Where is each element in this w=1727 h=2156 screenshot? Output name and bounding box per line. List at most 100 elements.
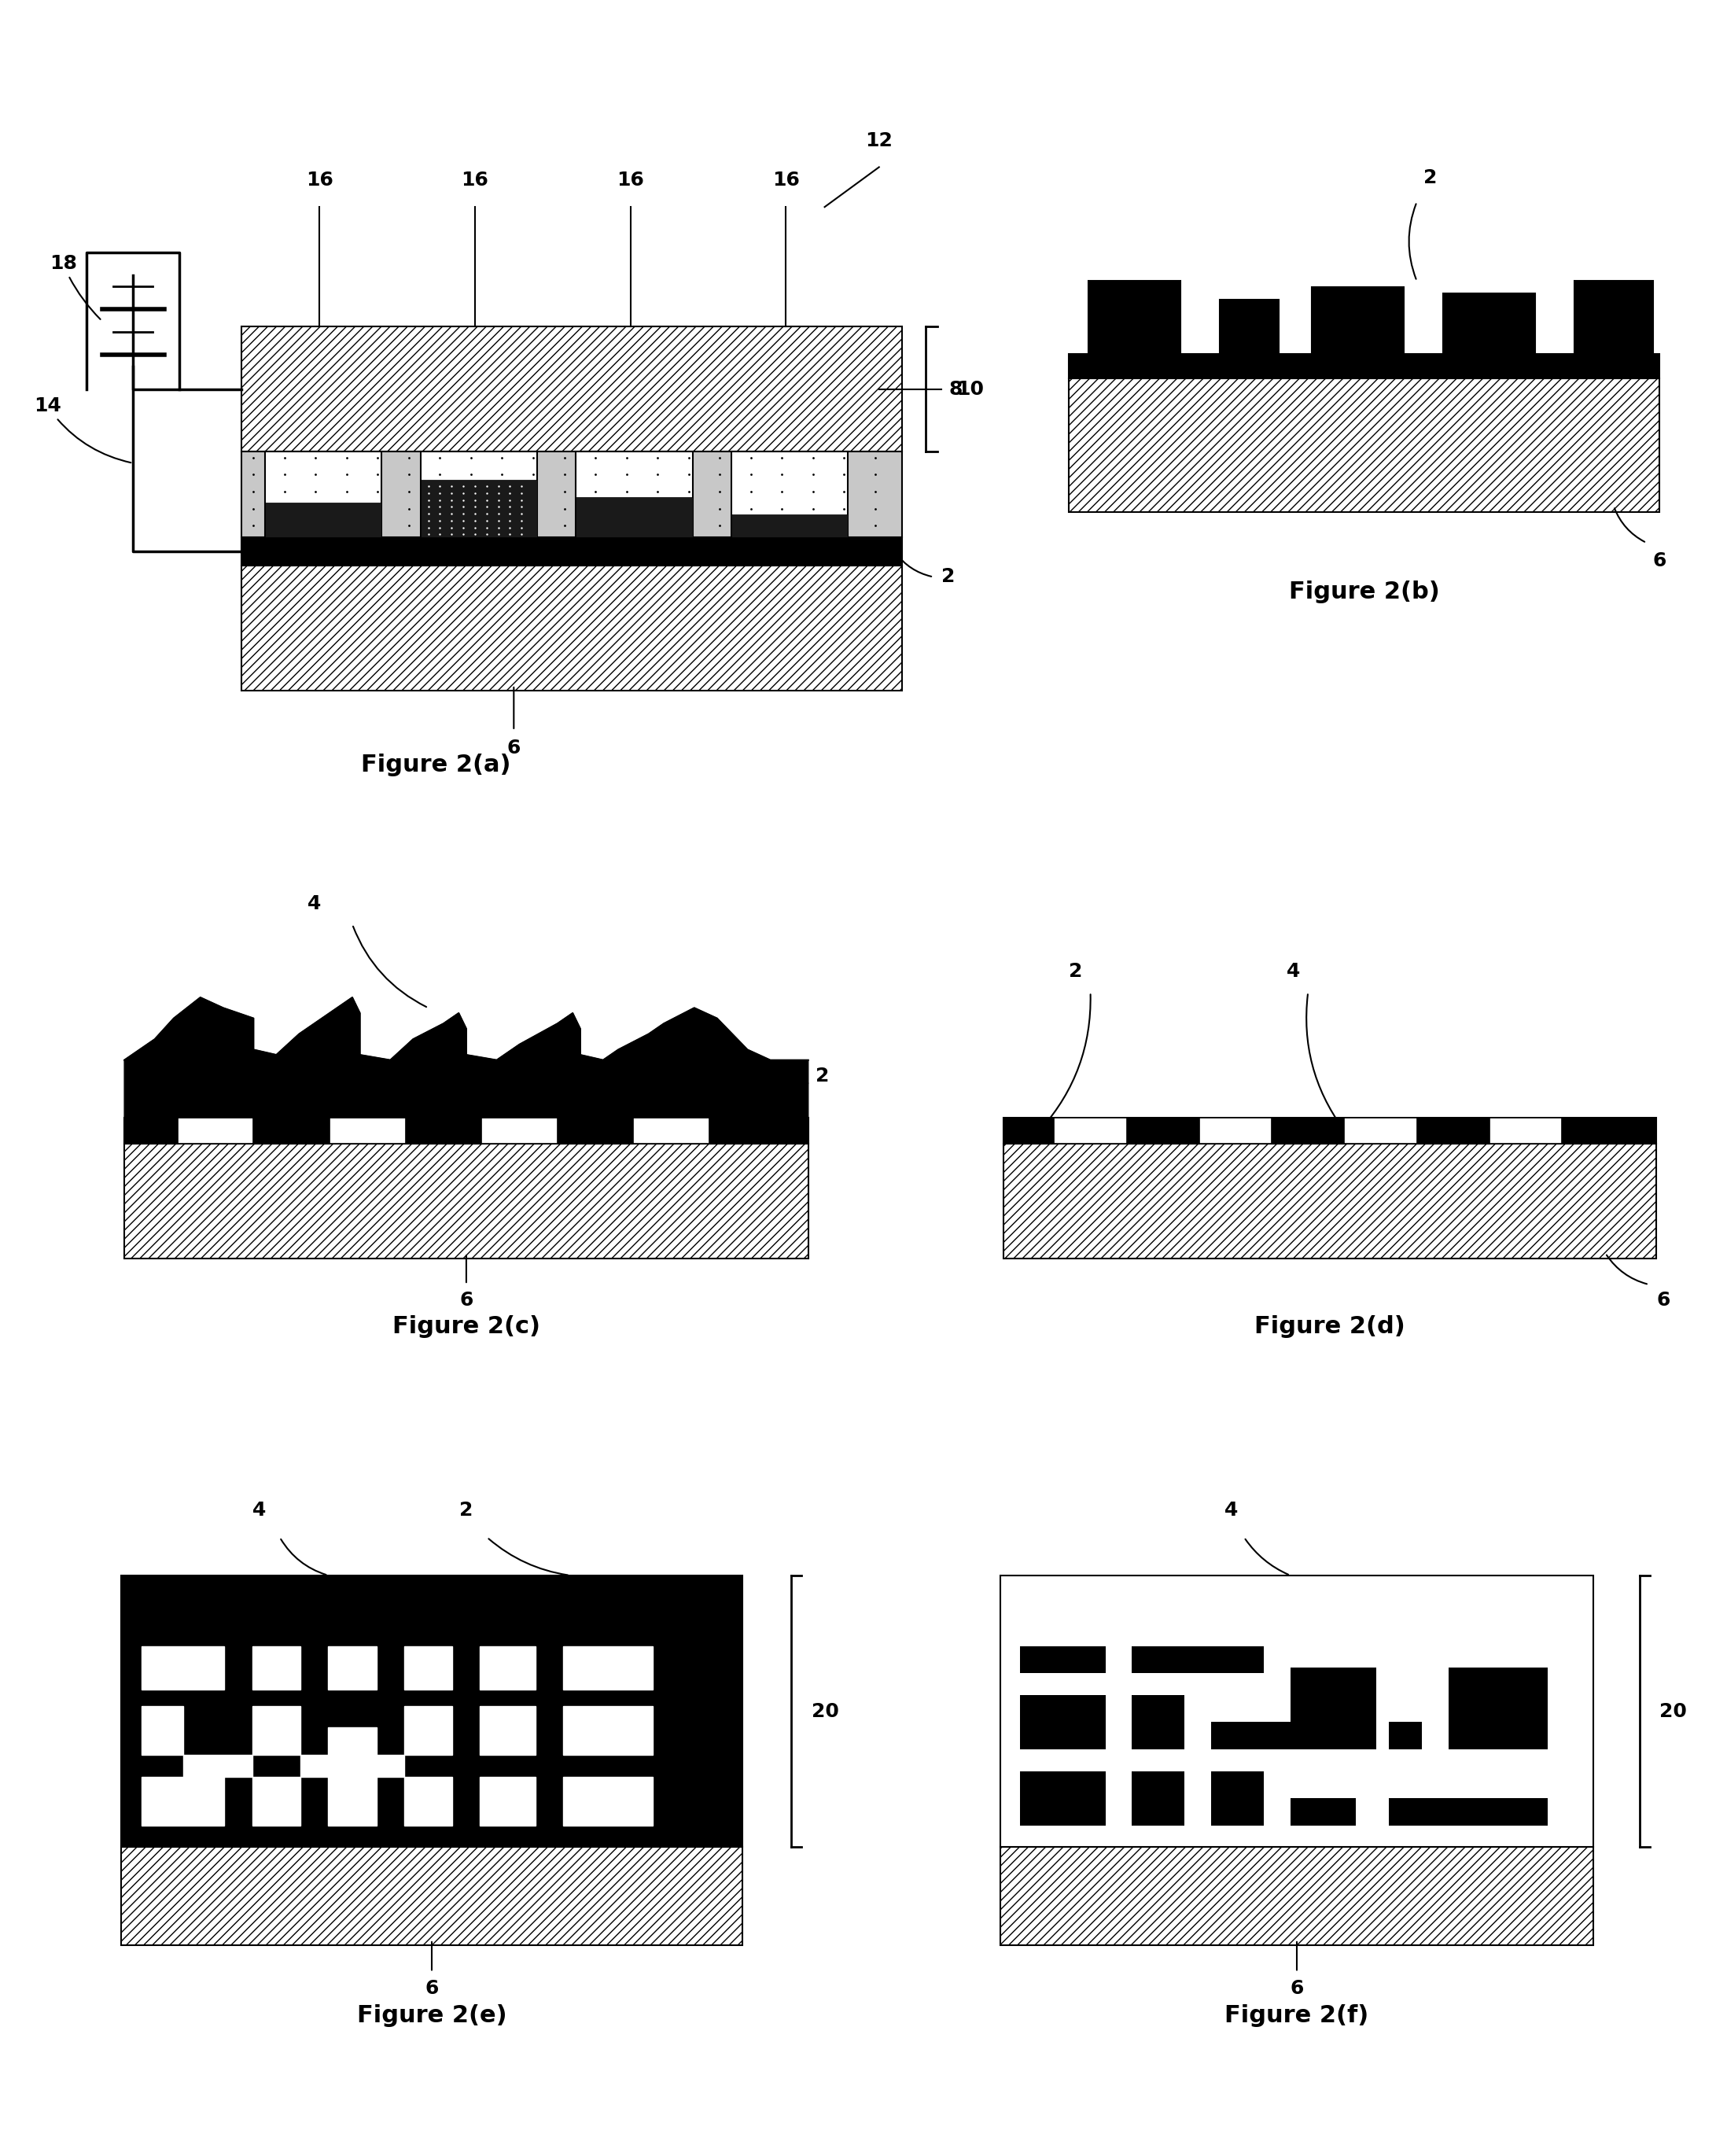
Text: 10: 10: [957, 379, 984, 399]
Bar: [1389, 1798, 1475, 1826]
Text: 4: 4: [1224, 1501, 1238, 1520]
Bar: [242, 565, 903, 690]
Bar: [480, 1645, 535, 1690]
Bar: [732, 515, 848, 537]
Text: 12: 12: [865, 132, 893, 151]
Text: Figure 2(c): Figure 2(c): [392, 1315, 541, 1337]
Bar: [1211, 1723, 1297, 1749]
Bar: [1219, 300, 1280, 354]
Text: 20: 20: [812, 1701, 839, 1720]
Bar: [1069, 379, 1660, 513]
Text: 6: 6: [1656, 1291, 1670, 1309]
Bar: [1131, 1695, 1185, 1749]
Bar: [1389, 1723, 1421, 1749]
Text: 16: 16: [617, 170, 644, 190]
Text: Figure 2(d): Figure 2(d): [1254, 1315, 1406, 1337]
Bar: [142, 1645, 225, 1690]
Bar: [404, 1777, 452, 1826]
Bar: [1003, 1117, 1656, 1143]
Text: 14: 14: [35, 397, 131, 464]
Bar: [1000, 1576, 1594, 1848]
Bar: [1449, 1669, 1547, 1749]
Text: 4: 4: [307, 895, 321, 912]
Text: Figure 2(e): Figure 2(e): [357, 2005, 506, 2027]
Bar: [183, 1755, 252, 1777]
Text: 6: 6: [425, 1979, 439, 1999]
Bar: [124, 1117, 808, 1143]
Bar: [252, 1645, 300, 1690]
Bar: [1021, 1645, 1105, 1673]
Text: 6: 6: [1290, 1979, 1304, 1999]
Bar: [1211, 1645, 1264, 1673]
Text: Figure 2(a): Figure 2(a): [361, 752, 511, 776]
Text: 6: 6: [1653, 552, 1667, 571]
Bar: [1199, 1117, 1271, 1143]
Bar: [563, 1777, 653, 1826]
Bar: [1088, 280, 1181, 354]
Bar: [482, 1117, 558, 1143]
Bar: [252, 1777, 300, 1826]
Text: 4: 4: [1287, 962, 1300, 981]
Bar: [732, 453, 848, 537]
Bar: [563, 1705, 653, 1755]
Bar: [252, 1777, 300, 1826]
Bar: [1575, 280, 1653, 354]
Bar: [421, 481, 537, 537]
Bar: [563, 1705, 653, 1755]
Text: 2: 2: [815, 1067, 829, 1084]
Bar: [563, 1645, 653, 1690]
Bar: [1344, 1117, 1416, 1143]
Text: 6: 6: [459, 1291, 473, 1309]
Bar: [480, 1705, 535, 1755]
Bar: [1444, 293, 1535, 354]
Bar: [421, 453, 537, 537]
Bar: [1000, 1848, 1594, 1945]
Bar: [1211, 1770, 1264, 1826]
Bar: [1131, 1645, 1218, 1673]
Text: 2: 2: [1069, 962, 1083, 981]
Bar: [480, 1777, 535, 1826]
Bar: [480, 1705, 535, 1755]
Bar: [242, 326, 903, 453]
Bar: [404, 1705, 452, 1755]
Bar: [242, 537, 903, 565]
Bar: [252, 1705, 300, 1755]
Bar: [124, 1143, 808, 1259]
Text: Figure 2(f): Figure 2(f): [1224, 2005, 1370, 2027]
Text: 2: 2: [941, 567, 955, 586]
Bar: [404, 1777, 452, 1826]
Bar: [577, 453, 693, 537]
Bar: [178, 1117, 254, 1143]
Bar: [252, 1645, 300, 1690]
Bar: [1290, 1798, 1356, 1826]
Text: 2: 2: [459, 1501, 473, 1520]
Text: 8: 8: [950, 379, 962, 399]
Bar: [183, 1755, 252, 1777]
Bar: [634, 1117, 710, 1143]
Bar: [404, 1645, 452, 1690]
Bar: [300, 1755, 404, 1777]
Bar: [480, 1777, 535, 1826]
Polygon shape: [124, 998, 808, 1117]
Bar: [1053, 1117, 1126, 1143]
Bar: [142, 1645, 225, 1690]
Bar: [328, 1645, 376, 1690]
Text: Figure 2(b): Figure 2(b): [1288, 580, 1440, 604]
Bar: [563, 1645, 653, 1690]
Text: 18: 18: [50, 254, 100, 319]
Bar: [328, 1777, 376, 1826]
Bar: [142, 1705, 183, 1755]
Text: 2: 2: [1423, 168, 1437, 188]
Bar: [266, 502, 382, 537]
Text: 4: 4: [252, 1501, 266, 1520]
Bar: [252, 1705, 300, 1755]
Bar: [563, 1777, 653, 1826]
Text: 16: 16: [461, 170, 489, 190]
Bar: [328, 1645, 376, 1690]
Bar: [577, 498, 693, 537]
Text: 16: 16: [772, 170, 800, 190]
Bar: [1069, 354, 1660, 379]
Bar: [142, 1777, 225, 1826]
Bar: [242, 453, 903, 537]
Bar: [330, 1117, 406, 1143]
